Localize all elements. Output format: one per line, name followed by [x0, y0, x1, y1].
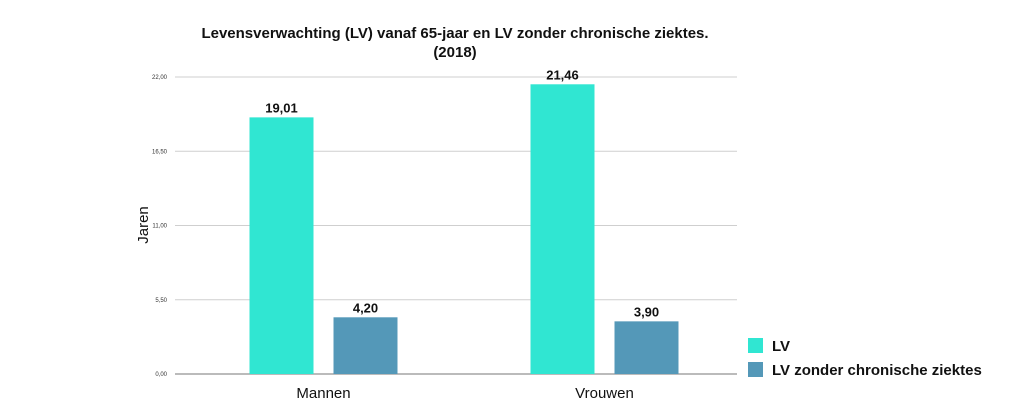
y-axis-label: Jaren	[135, 206, 152, 244]
chart-subtitle: (2018)	[433, 44, 476, 61]
bar	[333, 317, 398, 374]
chart-title: Levensverwachting (LV) vanaf 65-jaar en …	[201, 25, 708, 42]
y-tick-label: 11,00	[152, 224, 167, 230]
data-label: 19,01	[265, 100, 298, 115]
data-labels: 19,01 4,20 21,46 3,90	[265, 67, 659, 319]
legend-label: LV	[772, 338, 790, 355]
y-tick-label: 16,50	[152, 149, 168, 155]
data-label: 4,20	[353, 300, 378, 315]
y-tick-labels: 0,00 5,50 11,00 16,50 22,00	[152, 75, 168, 378]
category-label: Vrouwen	[575, 385, 634, 402]
y-tick-label: 0,00	[155, 372, 167, 378]
bar	[249, 117, 314, 375]
data-label: 21,46	[546, 67, 579, 82]
bar	[530, 84, 595, 374]
data-label: 3,90	[634, 304, 659, 319]
bar	[614, 321, 679, 374]
bars	[249, 84, 679, 375]
category-labels: Mannen Vrouwen	[296, 385, 633, 402]
y-tick-label: 22,00	[152, 75, 168, 81]
legend: LV LV zonder chronische ziektes	[748, 338, 982, 379]
legend-label: LV zonder chronische ziektes	[772, 362, 982, 379]
category-label: Mannen	[296, 385, 350, 402]
y-tick-label: 5,50	[155, 298, 167, 304]
legend-swatch	[748, 362, 763, 377]
legend-swatch	[748, 338, 763, 353]
